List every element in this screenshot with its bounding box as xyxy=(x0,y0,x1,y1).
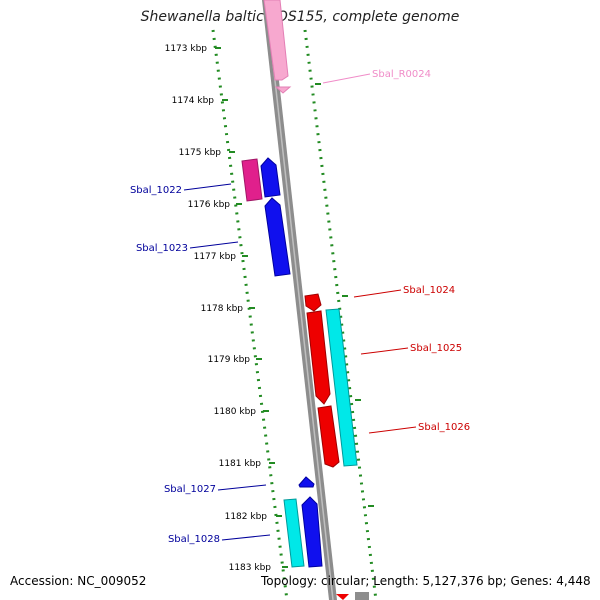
map-title: Shewanella baltica OS155, complete genom… xyxy=(140,9,460,25)
genome-backbone xyxy=(262,0,337,600)
tick-label: 1180 kbp xyxy=(214,407,257,417)
gene-features xyxy=(241,0,369,600)
gene-feature[interactable] xyxy=(306,310,331,405)
gene-feature-orf[interactable] xyxy=(355,592,369,600)
gene-feature-orf[interactable] xyxy=(283,498,305,568)
gene-feature[interactable] xyxy=(298,476,315,488)
tick-label: 1181 kbp xyxy=(219,459,262,469)
gene-labels: Sbal_R0024 Sbal_1022 Sbal_1023 Sbal_1024… xyxy=(130,69,470,545)
label-leaders xyxy=(183,73,417,541)
gene-feature-orf[interactable] xyxy=(325,308,358,467)
gene-feature[interactable] xyxy=(317,405,340,468)
tick-label: 1175 kbp xyxy=(179,148,222,158)
gene-feature[interactable] xyxy=(241,158,263,202)
gene-label[interactable]: Sbal_1024 xyxy=(403,285,455,296)
gene-feature-rna-arrow[interactable] xyxy=(274,86,292,94)
gene-label[interactable]: Sbal_1026 xyxy=(418,422,470,433)
tick-label: 1179 kbp xyxy=(208,355,251,365)
gene-feature[interactable] xyxy=(264,197,291,277)
gene-label[interactable]: Sbal_1025 xyxy=(410,343,462,354)
gene-feature[interactable] xyxy=(304,293,322,312)
gene-feature[interactable] xyxy=(301,496,323,568)
ruler-ticks: 1173 kbp 1174 kbp 1175 kbp 1176 kbp 1177… xyxy=(165,44,374,573)
gene-feature[interactable] xyxy=(336,594,349,600)
genome-summary-text: Topology: circular; Length: 5,127,376 bp… xyxy=(261,574,591,588)
gene-label[interactable]: Sbal_1023 xyxy=(136,243,188,254)
gene-label[interactable]: Sbal_R0024 xyxy=(372,69,431,80)
tick-label: 1183 kbp xyxy=(229,563,272,573)
tick-label: 1174 kbp xyxy=(172,96,215,106)
tick-label: 1176 kbp xyxy=(188,200,231,210)
tick-label: 1173 kbp xyxy=(165,44,208,54)
gene-feature[interactable] xyxy=(260,157,281,198)
gene-label[interactable]: Sbal_1028 xyxy=(168,534,220,545)
gene-label[interactable]: Sbal_1027 xyxy=(164,484,216,495)
gene-label[interactable]: Sbal_1022 xyxy=(130,185,182,196)
accession-text: Accession: NC_009052 xyxy=(10,574,147,588)
tick-label: 1177 kbp xyxy=(194,252,237,262)
tick-label: 1178 kbp xyxy=(201,304,244,314)
tick-label: 1182 kbp xyxy=(225,512,268,522)
gene-feature-rna[interactable] xyxy=(263,0,289,81)
